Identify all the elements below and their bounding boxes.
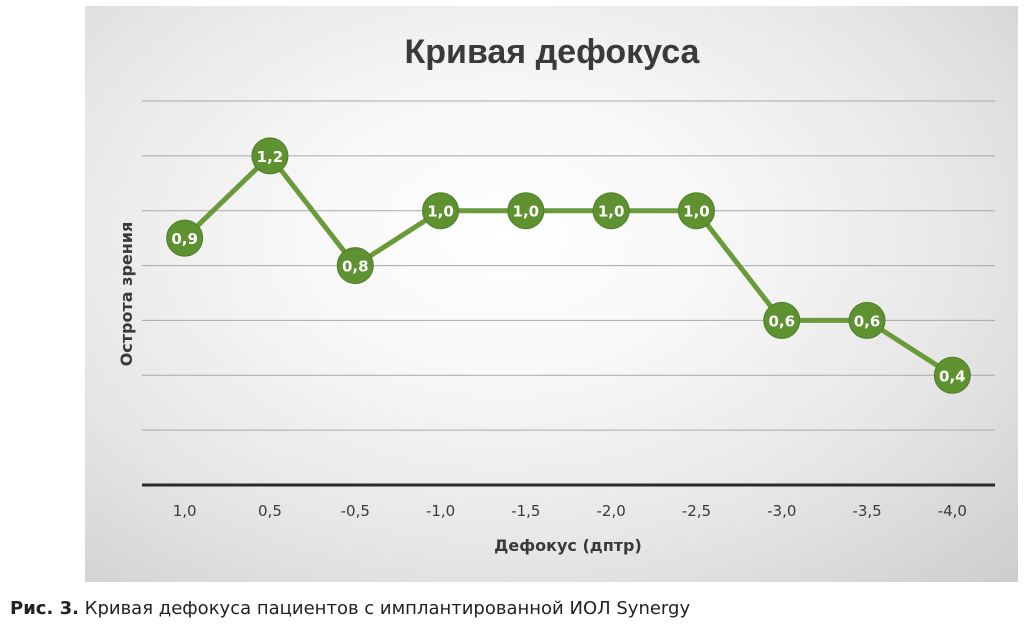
data-point-marker: [422, 192, 460, 230]
data-point-marker: [251, 137, 289, 175]
x-tick-label: -1,0: [426, 502, 455, 520]
series-line: [182, 153, 954, 378]
data-point-marker: [677, 192, 715, 230]
chart-title: Кривая дефокуса: [405, 33, 701, 71]
x-tick-label: -0,5: [341, 502, 370, 520]
data-label: 0,6: [854, 312, 881, 330]
data-point-marker: [592, 192, 630, 230]
data-label: 0,9: [171, 230, 198, 248]
data-point-marker: [933, 356, 971, 394]
x-tick-label: -2,0: [597, 502, 626, 520]
data-point-marker: [507, 192, 545, 230]
data-label: 1,0: [598, 203, 625, 221]
data-label: 0,6: [768, 312, 795, 330]
caption-prefix: Рис. 3.: [10, 598, 79, 619]
x-tick-label: 0,5: [258, 502, 282, 520]
x-tick-label: -3,5: [852, 502, 881, 520]
figure-caption: Рис. 3. Кривая дефокуса пациентов с импл…: [10, 598, 690, 619]
data-point-marker: [763, 301, 801, 339]
x-tick-label: -1,5: [511, 502, 540, 520]
data-label: 1,0: [683, 203, 710, 221]
x-tick-label: -3,0: [767, 502, 796, 520]
data-point-marker: [848, 301, 886, 339]
data-label: 1,0: [513, 203, 540, 221]
data-label: 0,4: [939, 367, 966, 385]
data-label: 1,0: [427, 203, 454, 221]
x-tick-label: 1,0: [173, 502, 197, 520]
y-axis-label: Острота зрения: [117, 222, 136, 367]
data-label: 1,2: [257, 148, 284, 166]
caption-text: Кривая дефокуса пациентов с имплантирова…: [78, 598, 691, 619]
data-point-marker: [336, 247, 374, 285]
data-label: 0,8: [342, 258, 369, 276]
x-tick-label: -4,0: [938, 502, 967, 520]
x-tick-label: -2,5: [682, 502, 711, 520]
x-axis-label: Дефокус (дптр): [494, 536, 642, 555]
data-point-marker: [166, 219, 204, 257]
